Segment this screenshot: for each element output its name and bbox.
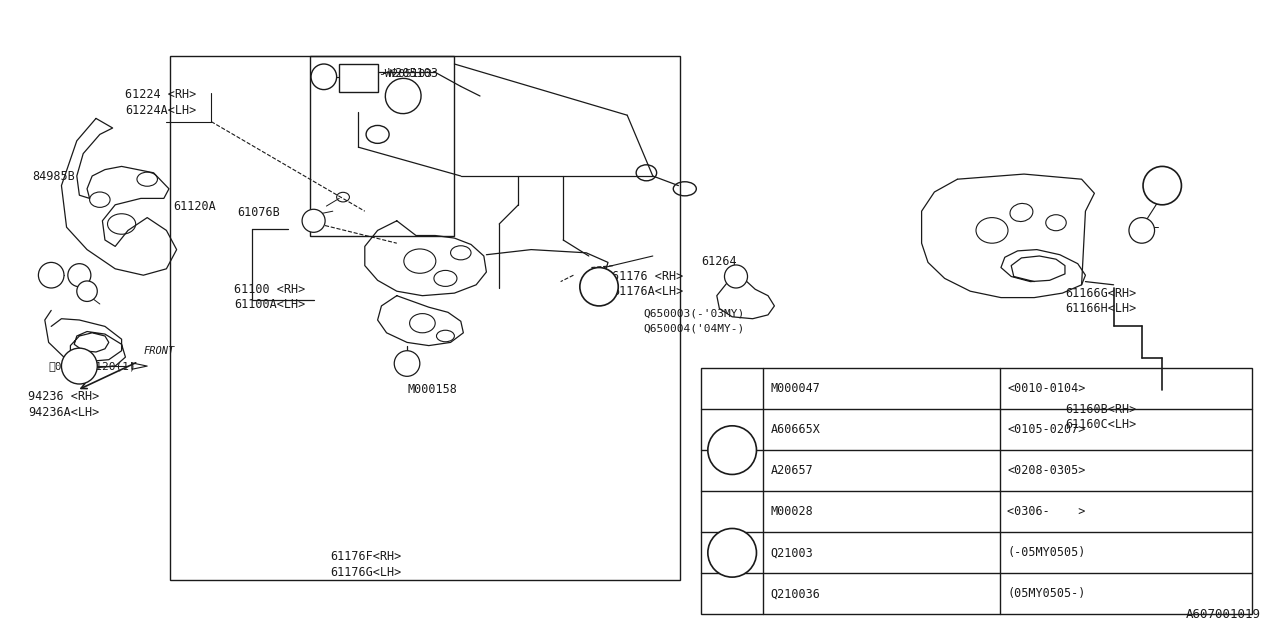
Circle shape [580,268,618,306]
Circle shape [77,281,97,301]
Text: (05MY0505-): (05MY0505-) [1007,588,1085,600]
Text: <0010-0104>: <0010-0104> [1007,382,1085,395]
Circle shape [302,209,325,232]
Text: A60665X: A60665X [771,423,820,436]
Text: M00028: M00028 [771,505,813,518]
Text: 84985B: 84985B [32,170,74,182]
Text: 61120A: 61120A [173,200,215,213]
Text: 61166H<LH>: 61166H<LH> [1065,302,1137,315]
Bar [170,56,680,580]
Text: M000047: M000047 [771,382,820,395]
Text: S: S [77,361,82,371]
Text: Q210036: Q210036 [771,588,820,600]
Text: <0208-0305>: <0208-0305> [1007,464,1085,477]
Text: 61176A<LH>: 61176A<LH> [612,285,684,298]
Circle shape [708,529,756,577]
Circle shape [708,426,756,474]
Text: 61160B<RH>: 61160B<RH> [1065,403,1137,416]
Circle shape [61,348,97,384]
Text: Q21003: Q21003 [771,547,813,559]
Text: 61166G<RH>: 61166G<RH> [1065,287,1137,300]
Bar [339,64,378,92]
Text: -W205103: -W205103 [381,67,439,80]
Circle shape [1129,218,1155,243]
Text: 61076B: 61076B [237,206,279,219]
Text: 61224A<LH>: 61224A<LH> [125,104,197,116]
Text: 61160C<LH>: 61160C<LH> [1065,419,1137,431]
Circle shape [38,262,64,288]
Text: 61264: 61264 [701,255,737,268]
Text: 61100A<LH>: 61100A<LH> [234,298,306,311]
Text: A607001019: A607001019 [1185,608,1261,621]
Text: 94236 <RH>: 94236 <RH> [28,390,100,403]
Text: 61224 <RH>: 61224 <RH> [125,88,197,101]
Text: Q650003(-'03MY): Q650003(-'03MY) [644,308,745,319]
Text: -W205103: -W205103 [378,68,431,79]
Bar [701,368,1252,614]
Circle shape [724,265,748,288]
Text: 1: 1 [728,445,736,455]
Text: 2: 2 [728,548,736,558]
Text: 2: 2 [595,282,603,292]
Text: (-05MY0505): (-05MY0505) [1007,547,1085,559]
Text: <0105-0207>: <0105-0207> [1007,423,1085,436]
Text: FRONT: FRONT [143,346,174,356]
Text: 61176 <RH>: 61176 <RH> [612,270,684,283]
Circle shape [311,64,337,90]
Circle shape [1143,166,1181,205]
Text: M000158: M000158 [407,383,457,396]
Bar [310,56,454,236]
Text: Q650004('04MY-): Q650004('04MY-) [644,324,745,334]
Text: A20657: A20657 [771,464,813,477]
Text: 94236A<LH>: 94236A<LH> [28,406,100,419]
Text: <0306-    >: <0306- > [1007,505,1085,518]
Text: 61100 <RH>: 61100 <RH> [234,283,306,296]
Circle shape [68,264,91,287]
Text: 61176G<LH>: 61176G<LH> [330,566,402,579]
Circle shape [394,351,420,376]
Text: 61176F<RH>: 61176F<RH> [330,550,402,563]
Text: 1: 1 [1158,180,1166,191]
Text: ❓045105120(1): ❓045105120(1) [49,361,137,371]
